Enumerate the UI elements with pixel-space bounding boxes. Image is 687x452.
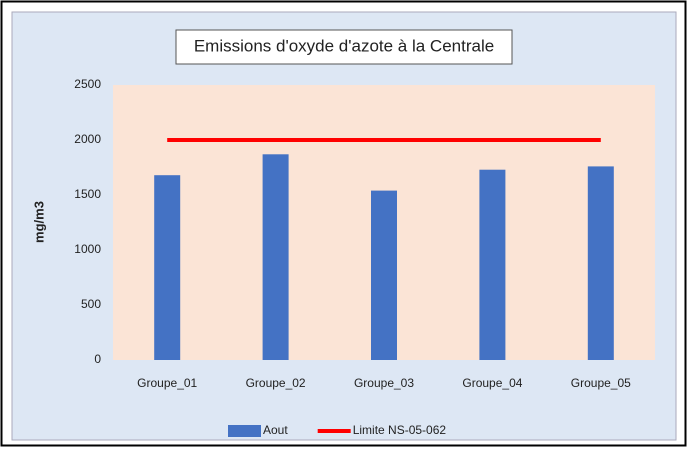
bar: [587, 166, 614, 360]
bar: [479, 169, 506, 360]
y-tick-label: 2000: [74, 132, 101, 146]
bar: [154, 175, 181, 360]
x-tick-label: Groupe_02: [246, 376, 306, 390]
legend-swatch: [228, 425, 261, 437]
x-tick-label: Groupe_05: [571, 376, 631, 390]
y-tick-label: 1500: [74, 187, 101, 201]
y-tick-label: 500: [81, 297, 101, 311]
y-tick-label: 1000: [74, 242, 101, 256]
x-tick-label: Groupe_01: [137, 376, 197, 390]
y-tick-label: 0: [94, 352, 101, 366]
bar: [262, 154, 289, 360]
legend-label: Aout: [263, 423, 288, 437]
x-tick-label: Groupe_04: [462, 376, 522, 390]
x-tick-label: Groupe_03: [354, 376, 414, 390]
y-tick-label: 2500: [74, 77, 101, 91]
y-axis-label: mg/m3: [31, 201, 46, 243]
legend-label: Limite NS-05-062: [353, 423, 447, 437]
chart-title: Emissions d'oxyde d'azote à la Centrale: [194, 36, 494, 55]
title-box: [175, 29, 513, 65]
bar: [371, 190, 397, 360]
